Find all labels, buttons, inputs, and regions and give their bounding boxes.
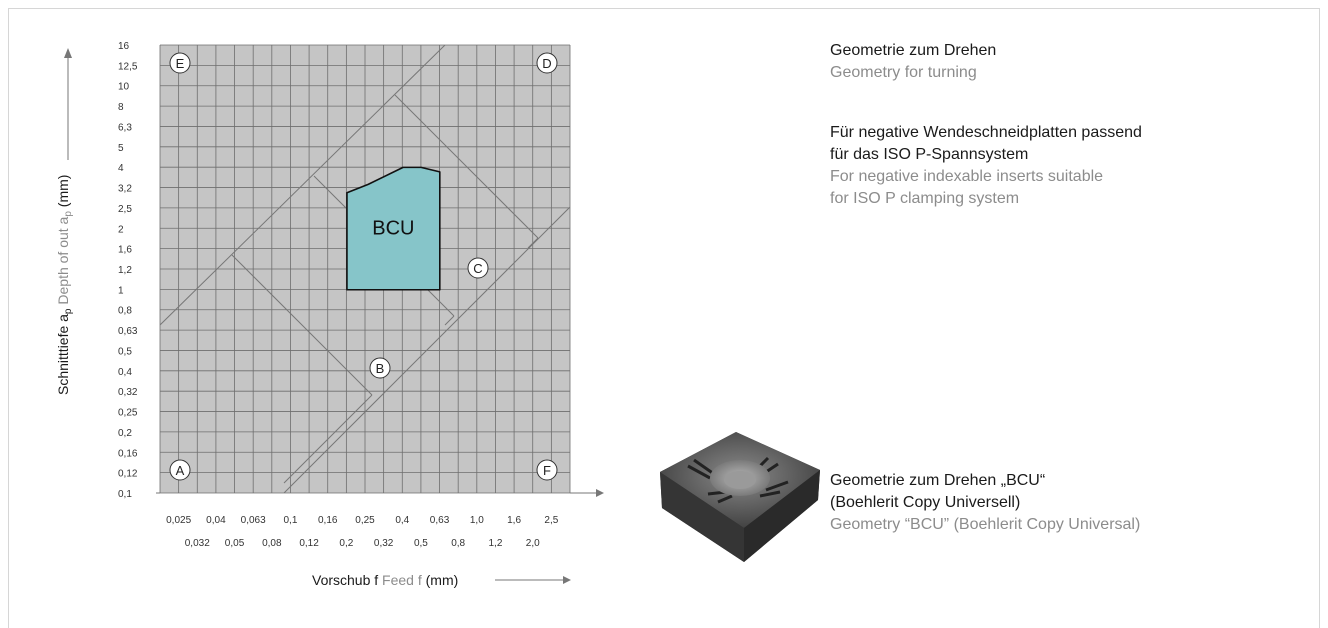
x-tick-label: 1,0 <box>470 515 484 526</box>
zone-boundary-tick1 <box>283 394 373 484</box>
y-tick-label: 0,25 <box>118 408 138 419</box>
x-axis-label-unit: (mm) <box>426 572 459 588</box>
x-axis-label: Vorschub f Feed f (mm) <box>312 572 458 588</box>
zone-marker-d <box>536 52 558 74</box>
zone-boundary-ae <box>160 45 446 326</box>
clamping-de-line2: für das ISO P-Spannsystem <box>830 146 1029 163</box>
zone-marker-a <box>169 459 191 481</box>
bcu-title-de-line2: (Boehlerit Copy Universell) <box>830 494 1021 511</box>
x-tick-label: 0,04 <box>206 515 226 526</box>
y-tick-label: 0,63 <box>118 326 138 337</box>
y-axis-label-unit: (mm) <box>55 175 71 208</box>
y-tick-label: 2 <box>118 224 124 235</box>
geometry-title-de: Geometrie zum Drehen <box>830 42 997 59</box>
zone-marker-f <box>536 459 558 481</box>
x-tick-label-row2: 0,12 <box>299 538 319 549</box>
axes <box>64 48 604 584</box>
x-tick-label: 0,25 <box>355 515 375 526</box>
x-label-arrow-head <box>563 576 571 584</box>
x-tick-label: 0,025 <box>166 515 191 526</box>
y-tick-label: 6,3 <box>118 122 132 133</box>
x-tick-label-row2: 0,08 <box>262 538 282 549</box>
y-axis-label-de: Schnitttiefe a <box>55 314 71 395</box>
zone-marker-b <box>369 357 391 379</box>
page-frame <box>8 8 1320 628</box>
x-tick-label: 0,63 <box>430 515 450 526</box>
y-tick-label: 1,2 <box>118 265 132 276</box>
x-axis-label-de: Vorschub f <box>312 572 378 588</box>
y-tick-label: 2,5 <box>118 204 132 215</box>
y-tick-label: 0,2 <box>118 428 132 439</box>
x-tick-label-row2: 0,032 <box>185 538 210 549</box>
x-tick-label-row2: 0,8 <box>451 538 465 549</box>
indexable-insert-photo <box>660 432 820 562</box>
zone-label-d: D <box>542 56 551 71</box>
y-tick-label: 0,8 <box>118 306 132 317</box>
zone-marker-e <box>169 52 191 74</box>
zone-boundary-d-lower <box>394 94 539 239</box>
y-tick-label: 4 <box>118 163 124 174</box>
zone-marker-c <box>467 257 489 279</box>
clamping-de-line1: Für negative Wendeschneidplatten passend <box>830 124 1142 141</box>
y-tick-label: 0,16 <box>118 448 138 459</box>
x-tick-label-row2: 2,0 <box>526 538 540 549</box>
zone-boundary-b-lower <box>231 254 373 396</box>
zone-label-b: B <box>376 361 385 376</box>
zone-label-e: E <box>176 56 185 71</box>
tick-labels: 0,10,120,160,20,250,320,40,50,630,811,21… <box>118 41 559 549</box>
y-tick-label: 0,5 <box>118 346 132 357</box>
x-tick-label-row2: 0,2 <box>339 538 353 549</box>
x-tick-label: 0,063 <box>241 515 266 526</box>
zone-label-c: C <box>473 261 482 276</box>
y-axis-arrow-head <box>64 48 72 58</box>
y-tick-label: 5 <box>118 143 124 154</box>
x-tick-label-row2: 0,32 <box>374 538 394 549</box>
zone-boundary-tick3 <box>527 237 539 249</box>
y-tick-label: 1,6 <box>118 245 132 256</box>
y-tick-label: 1 <box>118 285 124 296</box>
clamping-en-line2: for ISO P clamping system <box>830 190 1020 207</box>
y-tick-label: 0,4 <box>118 367 132 378</box>
bcu-title-en: Geometry “BCU” (Boehlerit Copy Universal… <box>830 516 1141 533</box>
zone-boundary-bf <box>283 206 570 493</box>
y-axis-label-sub1: p <box>63 308 74 314</box>
x-tick-label: 2,5 <box>544 515 558 526</box>
y-tick-label: 10 <box>118 82 130 93</box>
x-tick-label: 0,4 <box>395 515 409 526</box>
bcu-region <box>346 166 441 291</box>
y-tick-label: 16 <box>118 41 130 52</box>
y-tick-label: 0,1 <box>118 489 132 500</box>
y-axis-label: Schnitttiefe ap Depth of out ap (mm) <box>55 175 74 395</box>
region-layer: BCU A B C D E F <box>169 52 558 481</box>
geometry-title-en: Geometry for turning <box>830 64 977 81</box>
y-axis-label-en: Depth of out a <box>55 216 71 304</box>
y-tick-label: 0,32 <box>118 387 138 398</box>
zone-label-a: A <box>176 463 185 478</box>
y-tick-label: 12,5 <box>118 61 138 72</box>
x-tick-label-row2: 0,5 <box>414 538 428 549</box>
x-tick-label-row2: 1,2 <box>489 538 503 549</box>
clamping-en-line1: For negative indexable inserts suitable <box>830 168 1104 185</box>
x-axis-arrow-head <box>596 489 604 497</box>
y-axis-label-sub2: p <box>63 211 74 217</box>
x-tick-label-row2: 0,05 <box>225 538 245 549</box>
bcu-title-de-line1: Geometrie zum Drehen „BCU“ <box>830 472 1046 489</box>
x-axis-label-en: Feed f <box>382 572 422 588</box>
y-tick-label: 8 <box>118 102 124 113</box>
x-tick-label: 1,6 <box>507 515 521 526</box>
zone-label-f: F <box>543 463 551 478</box>
y-tick-label: 0,12 <box>118 469 138 480</box>
x-tick-label: 0,16 <box>318 515 338 526</box>
zone-boundary-tick2 <box>444 315 455 326</box>
bcu-region-label: BCU <box>372 218 414 240</box>
x-tick-label: 0,1 <box>284 515 298 526</box>
y-tick-label: 3,2 <box>118 184 132 195</box>
